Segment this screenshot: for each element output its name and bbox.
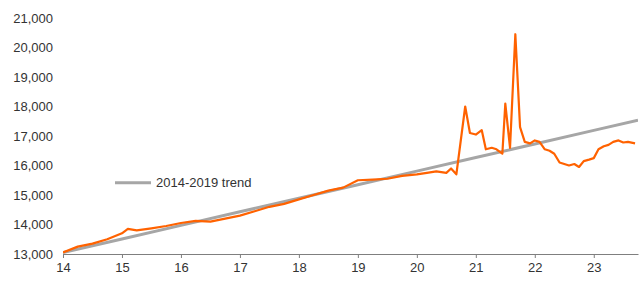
y-tick-label: 19,000 <box>13 70 53 85</box>
legend-entry: 2014-2019 trend <box>115 175 251 190</box>
chart: 13,000 14,000 15,000 16,000 17,000 18,000 19,0… <box>0 0 640 290</box>
y-tick: 16,000 <box>13 158 63 173</box>
y-tick-label: 20,000 <box>13 40 53 55</box>
x-tick-label: 23 <box>587 260 601 275</box>
y-tick-label: 13,000 <box>13 247 53 262</box>
y-tick: 18,000 <box>13 99 63 114</box>
x-tick: 21 <box>469 254 483 275</box>
x-tick: 16 <box>174 254 188 275</box>
x-tick-label: 22 <box>528 260 542 275</box>
y-tick: 20,000 <box>13 40 63 55</box>
y-tick: 14,000 <box>13 217 63 232</box>
x-tick: 17 <box>233 254 247 275</box>
x-tick: 15 <box>115 254 129 275</box>
plot-area <box>63 34 638 252</box>
y-tick-label: 16,000 <box>13 158 53 173</box>
y-tick: 19,000 <box>13 70 63 85</box>
x-tick: 23 <box>587 254 601 275</box>
x-tick-mark <box>358 254 359 258</box>
x-tick-mark <box>476 254 477 258</box>
x-tick-label: 21 <box>469 260 483 275</box>
x-tick-label: 14 <box>56 260 70 275</box>
x-axis-line <box>64 254 639 255</box>
legend: 2014-2019 trend <box>115 175 251 190</box>
x-tick-mark <box>417 254 418 258</box>
y-tick-label: 17,000 <box>13 129 53 144</box>
x-axis: 14 15 16 17 18 19 20 21 22 23 <box>56 254 638 275</box>
x-tick: 22 <box>528 254 542 275</box>
x-tick-label: 16 <box>174 260 188 275</box>
x-tick-label: 17 <box>233 260 247 275</box>
x-tick-mark <box>63 254 64 258</box>
x-tick-mark <box>122 254 123 258</box>
x-tick-label: 18 <box>292 260 306 275</box>
y-axis-line <box>63 19 64 255</box>
x-tick: 18 <box>292 254 306 275</box>
data-line <box>63 34 635 252</box>
legend-swatch <box>115 181 151 184</box>
x-tick-mark <box>181 254 182 258</box>
x-tick-mark <box>594 254 595 258</box>
y-tick: 21,000 <box>13 11 63 26</box>
y-axis: 13,000 14,000 15,000 16,000 17,000 18,000 19,0… <box>13 11 63 262</box>
y-tick-label: 14,000 <box>13 217 53 232</box>
x-tick: 20 <box>410 254 424 275</box>
x-tick: 19 <box>351 254 365 275</box>
x-tick-label: 20 <box>410 260 424 275</box>
y-tick: 15,000 <box>13 188 63 203</box>
y-tick: 17,000 <box>13 129 63 144</box>
y-tick-label: 18,000 <box>13 99 53 114</box>
trend-line <box>63 120 638 252</box>
y-tick-label: 15,000 <box>13 188 53 203</box>
legend-label: 2014-2019 trend <box>156 175 251 190</box>
x-tick-mark <box>535 254 536 258</box>
x-tick-mark <box>299 254 300 258</box>
x-tick-label: 15 <box>115 260 129 275</box>
y-tick-label: 21,000 <box>13 11 53 26</box>
x-tick: 14 <box>56 254 70 275</box>
x-tick-label: 19 <box>351 260 365 275</box>
x-tick-mark <box>240 254 241 258</box>
